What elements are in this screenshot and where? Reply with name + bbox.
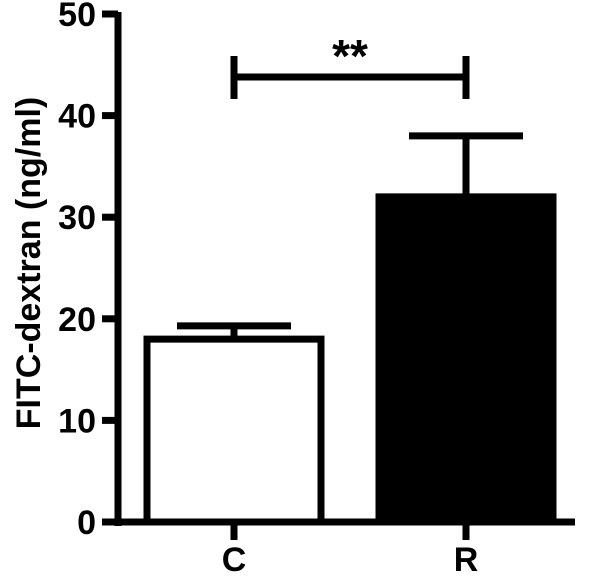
y-tick-label: 0 bbox=[77, 504, 96, 542]
bars bbox=[143, 132, 557, 526]
y-axis: 0 10 20 30 40 50 bbox=[58, 0, 122, 542]
x-tick-label: R bbox=[454, 541, 479, 578]
significance-bracket: ** bbox=[230, 30, 470, 99]
y-tick-label: 40 bbox=[58, 98, 96, 136]
x-tick-label: C bbox=[222, 541, 247, 578]
bar-R bbox=[375, 193, 557, 526]
y-tick-label: 30 bbox=[58, 199, 96, 237]
y-axis-title: FITC-dextran (ng/ml) bbox=[10, 97, 48, 429]
y-tick-label: 50 bbox=[58, 0, 96, 34]
y-tick-label: 20 bbox=[58, 301, 96, 339]
significance-label: ** bbox=[332, 30, 368, 82]
y-tick-label: 10 bbox=[58, 402, 96, 440]
bar-C bbox=[143, 335, 325, 526]
